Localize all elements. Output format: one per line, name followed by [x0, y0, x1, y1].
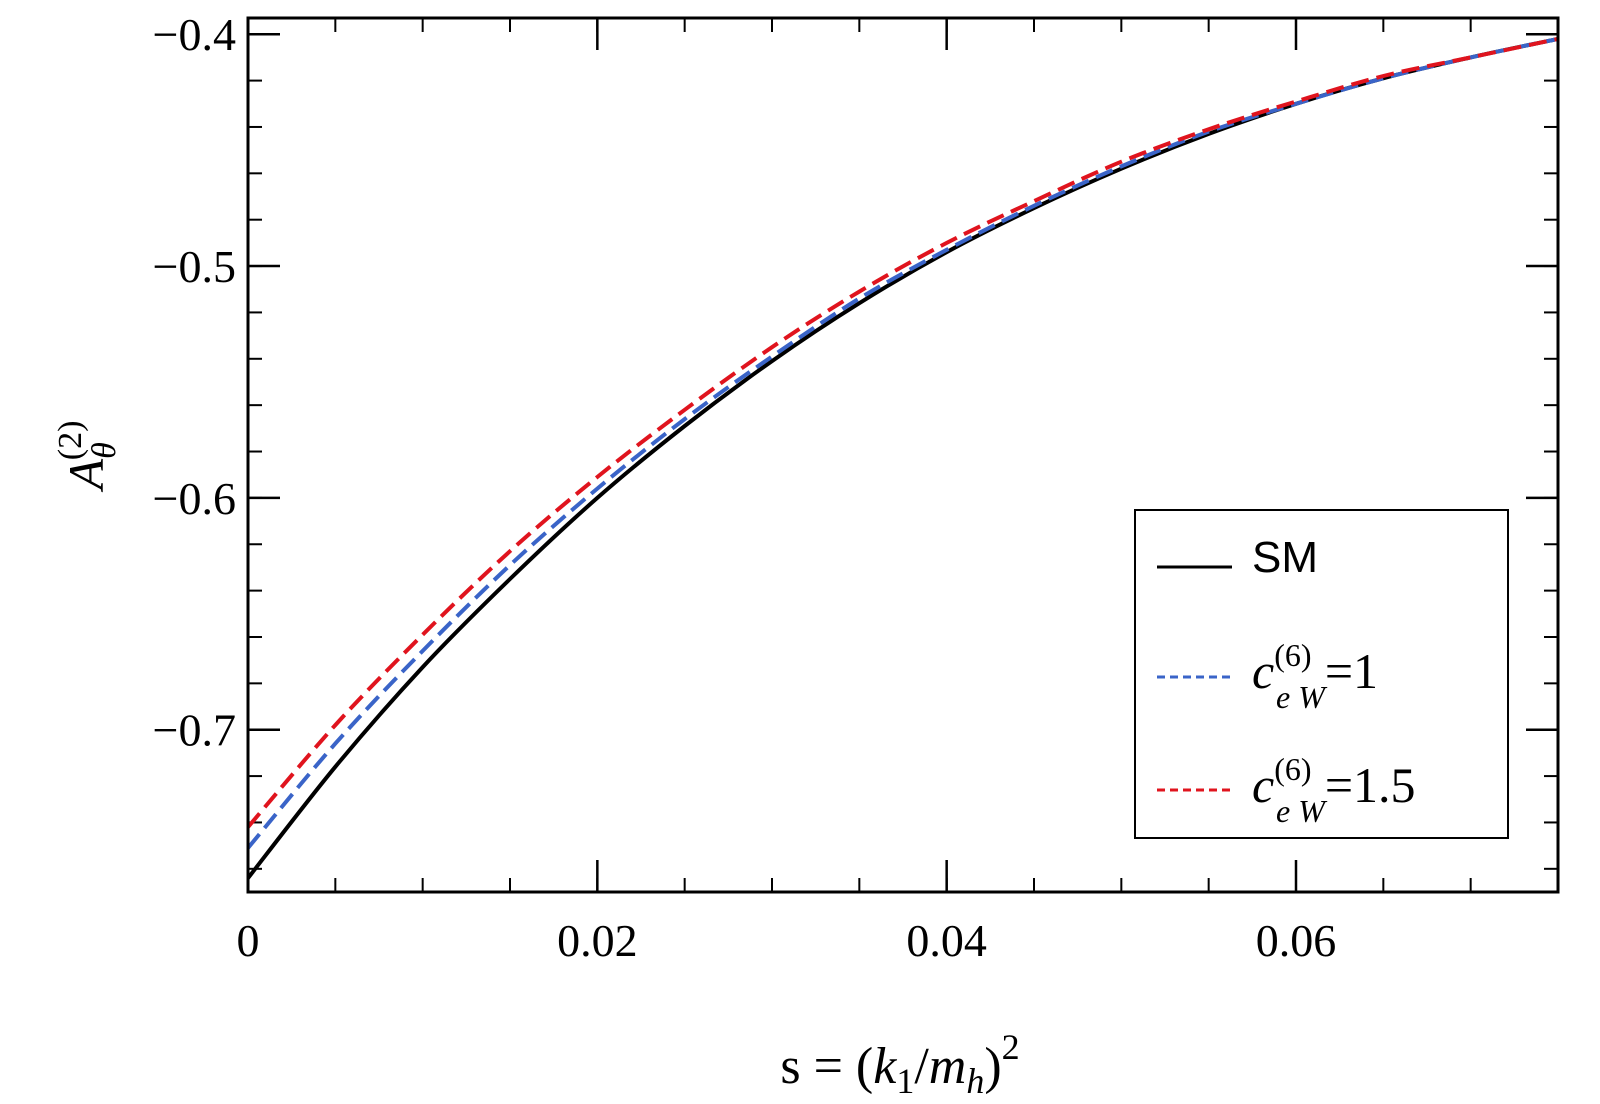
tick-labels: 0 0.02 0.04 0.06 −0.4 −0.5 −0.6 −0.7	[153, 9, 1337, 966]
x-axis-title: s = (k1/mh)2	[780, 1027, 1019, 1101]
series-line-cew15	[246, 36, 1559, 829]
y-tick-label: −0.4	[153, 9, 236, 60]
legend-label-cew15-sup: (6)	[1274, 751, 1311, 787]
x-axis-title-main: s = (	[780, 1038, 873, 1095]
x-axis-title-close: )	[984, 1038, 1001, 1095]
x-tick-label: 0.02	[557, 915, 638, 966]
y-axis-title: Aθ(2)	[52, 421, 123, 493]
x-axis-title-m: m	[929, 1038, 967, 1095]
x-axis-title-k-sub: 1	[896, 1061, 914, 1101]
legend-label-sm: SM	[1252, 533, 1318, 582]
y-axis-title-sub: θ	[86, 442, 123, 459]
x-tick-label: 0	[237, 915, 260, 966]
legend-label-cew15: c(6) e W=1.5	[1252, 751, 1416, 829]
legend-label-cew1-c: c	[1252, 643, 1274, 699]
legend-label-cew1-sup: (6)	[1274, 637, 1311, 673]
legend-label-cew15-value: =1.5	[1325, 757, 1416, 813]
legend-label-cew15-sub: e W	[1276, 793, 1328, 829]
y-axis-title-main: A	[58, 458, 114, 492]
series-line-cew1	[246, 36, 1559, 850]
x-tick-label: 0.04	[906, 915, 987, 966]
legend-box	[1134, 509, 1509, 839]
svg-text:Aθ(2): Aθ(2)	[52, 421, 123, 493]
x-tick-label: 0.06	[1256, 915, 1337, 966]
x-axis-title-k: k	[873, 1038, 897, 1095]
x-axis-title-m-sub: h	[966, 1061, 984, 1101]
y-tick-label: −0.5	[153, 241, 236, 292]
legend-label-cew15-c: c	[1252, 757, 1274, 813]
plot-frame	[246, 16, 1560, 894]
legend-label-cew1-value: =1	[1325, 643, 1378, 699]
legend-label-cew1-sub: e W	[1276, 679, 1328, 715]
y-axis-title-sup: (2)	[52, 421, 89, 461]
x-axis-title-exp: 2	[1002, 1027, 1020, 1067]
legend: SM c(6) e W=1 c(6) e W=1.5	[1134, 509, 1509, 839]
x-axis-title-slash: /	[914, 1038, 929, 1095]
legend-label-cew1: c(6) e W=1	[1252, 637, 1378, 715]
y-tick-label: −0.6	[153, 473, 236, 524]
series-layer	[246, 36, 1559, 880]
y-tick-label: −0.7	[153, 705, 236, 756]
